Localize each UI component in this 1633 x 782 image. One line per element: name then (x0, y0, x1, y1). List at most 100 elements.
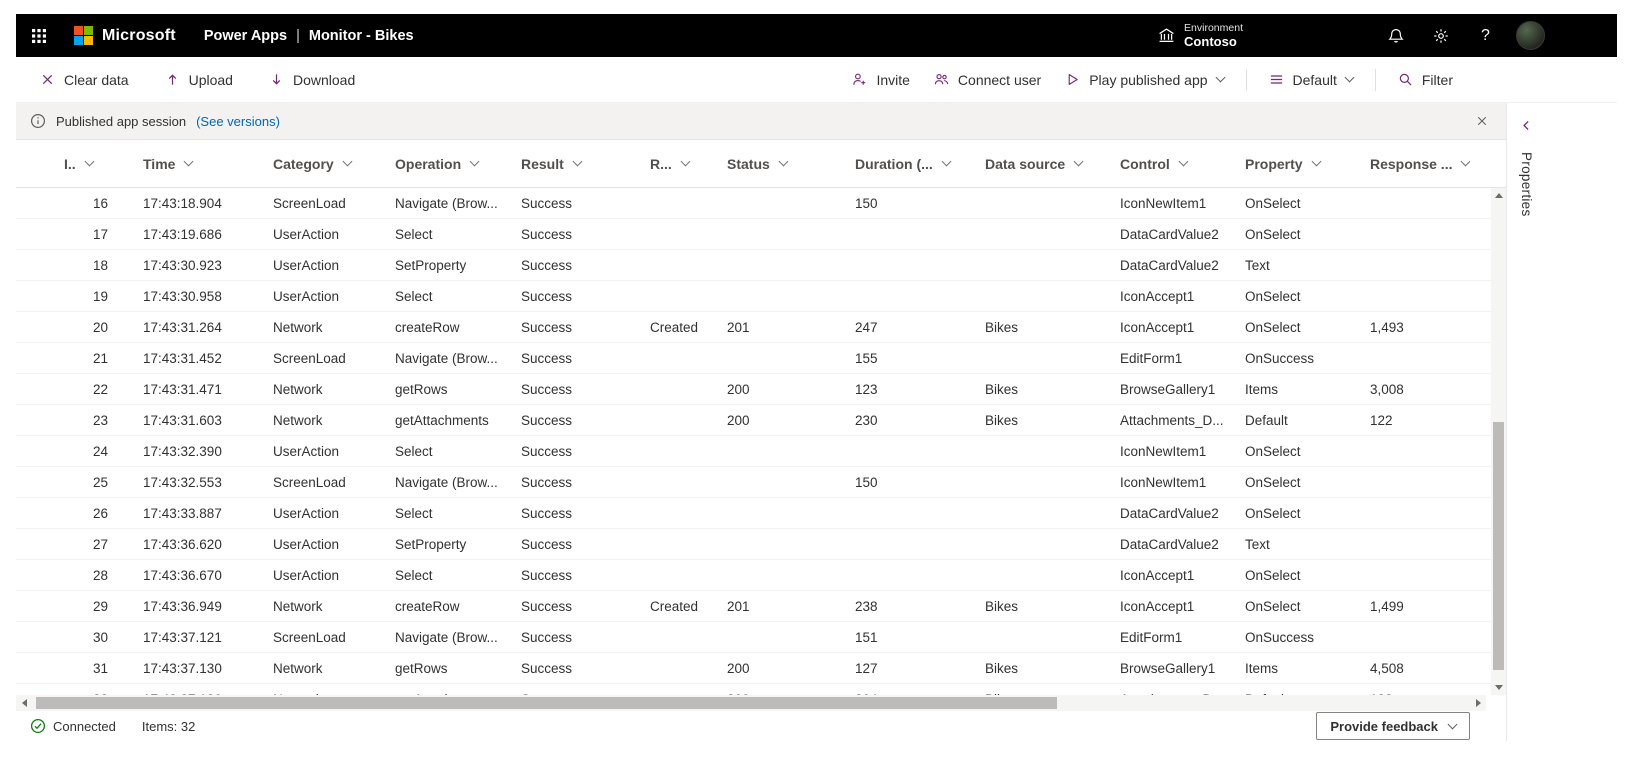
upload-button[interactable]: Upload (155, 65, 243, 95)
cell-duration: 155 (855, 350, 878, 366)
table-row[interactable]: 30 17:43:37.121 ScreenLoad Navigate (Brow..… (16, 622, 1491, 653)
vertical-scroll-thumb[interactable] (1493, 422, 1504, 671)
cell-duration: 151 (855, 629, 878, 645)
chevron-down-icon[interactable] (342, 156, 353, 167)
cell-result: Success (521, 226, 573, 242)
column-header-category[interactable]: Category (273, 156, 395, 172)
list-icon (1269, 72, 1284, 87)
chevron-down-icon[interactable] (1178, 156, 1189, 167)
cell-property: OnSelect (1245, 226, 1301, 242)
table-row[interactable]: 21 17:43:31.452 ScreenLoad Navigate (Brow..… (16, 343, 1491, 374)
column-header-operation[interactable]: Operation (395, 156, 521, 172)
filter-button[interactable]: Filter (1388, 65, 1463, 95)
cell-property: Text (1245, 536, 1270, 552)
column-label: Property (1245, 155, 1303, 172)
chevron-down-icon[interactable] (469, 156, 480, 167)
vertical-scroll-track[interactable] (1491, 203, 1506, 680)
table-row[interactable]: 24 17:43:32.390 UserAction Select Success Ico… (16, 436, 1491, 467)
scroll-right-button[interactable] (1470, 695, 1486, 711)
column-header-control[interactable]: Control (1120, 156, 1245, 172)
horizontal-scroll-track[interactable] (32, 695, 1470, 711)
table-row[interactable]: 31 17:43:37.130 Network getRows Success 200 12… (16, 653, 1491, 684)
provide-feedback-button[interactable]: Provide feedback (1316, 712, 1470, 740)
cell-status: 201 (727, 319, 750, 335)
invite-button[interactable]: Invite (842, 65, 919, 95)
cell-response: 3,008 (1370, 381, 1404, 397)
horizontal-scroll-thumb[interactable] (36, 697, 1057, 709)
cell-property: OnSelect (1245, 195, 1301, 211)
chevron-down-icon[interactable] (1461, 156, 1470, 167)
cell-property: Default (1245, 692, 1370, 696)
cell-control: DataCardValue2 (1120, 226, 1219, 242)
column-header-property[interactable]: Property (1245, 156, 1370, 172)
table-row[interactable]: 20 17:43:31.264 Network createRow Success Cre… (16, 312, 1491, 343)
column-header-result_info[interactable]: R... (650, 156, 727, 172)
scroll-up-button[interactable] (1491, 188, 1506, 203)
table-row[interactable]: 3217:43:37.189NetworkgetAttachmentsSucce… (16, 684, 1491, 696)
vertical-scrollbar[interactable] (1491, 188, 1506, 695)
cell-property: Items (1245, 381, 1279, 397)
scroll-left-button[interactable] (16, 695, 32, 711)
column-header-status[interactable]: Status (727, 156, 855, 172)
chevron-down-icon[interactable] (680, 156, 691, 167)
expand-properties-button[interactable] (1516, 115, 1537, 136)
chevron-down-icon[interactable] (778, 156, 789, 167)
environment-picker[interactable]: Environment Contoso (1146, 14, 1255, 57)
table-row[interactable]: 18 17:43:30.923 UserAction SetProperty Succe… (16, 250, 1491, 281)
default-view-button[interactable]: Default (1259, 65, 1363, 95)
cell-category: Network (273, 381, 323, 397)
table-row[interactable]: 22 17:43:31.471 Network getRows Success 200 12… (16, 374, 1491, 405)
connect-user-button[interactable]: Connect user (924, 65, 1051, 95)
table-row[interactable]: 19 17:43:30.958 UserAction Select Success Ico… (16, 281, 1491, 312)
notifications-button[interactable] (1373, 14, 1418, 57)
play-published-app-button[interactable]: Play published app (1055, 65, 1233, 95)
download-button[interactable]: Download (259, 65, 365, 95)
table-row[interactable]: 28 17:43:36.670 UserAction Select Success Ico… (16, 560, 1491, 591)
properties-panel-title: Properties (1519, 152, 1534, 217)
chevron-down-icon[interactable] (941, 156, 952, 167)
main-region: Published app session (See versions) I..… (16, 103, 1506, 741)
table-row[interactable]: 25 17:43:32.553 ScreenLoad Navigate (Brow..… (16, 467, 1491, 498)
table-row[interactable]: 23 17:43:31.603 Network getAttachments Succe… (16, 405, 1491, 436)
microsoft-logo[interactable]: Microsoft (74, 26, 176, 45)
chevron-down-icon[interactable] (1311, 156, 1322, 167)
connect-user-icon (934, 72, 949, 87)
column-header-time[interactable]: Time (143, 156, 273, 172)
see-versions-link[interactable]: (See versions) (196, 113, 280, 129)
cell-control: IconAccept1 (1120, 567, 1195, 583)
column-header-response[interactable]: Response ... (1370, 156, 1470, 172)
filter-icon (1398, 72, 1413, 87)
horizontal-scrollbar[interactable] (16, 695, 1486, 711)
scroll-down-button[interactable] (1491, 680, 1506, 695)
upload-label: Upload (188, 71, 233, 88)
app-launcher-button[interactable] (16, 14, 62, 57)
chevron-down-icon[interactable] (572, 156, 583, 167)
cell-category: UserAction (273, 443, 340, 459)
clear-data-button[interactable]: Clear data (30, 65, 139, 95)
help-button[interactable]: ? (1463, 14, 1508, 57)
chevron-down-icon[interactable] (183, 156, 194, 167)
help-icon: ? (1481, 26, 1490, 44)
table-row[interactable]: 17 17:43:19.686 UserAction Select Success Dat… (16, 219, 1491, 250)
cell-status: 200 (727, 660, 750, 676)
page-title: Monitor - Bikes (308, 27, 414, 44)
column-header-data_source[interactable]: Data source (985, 156, 1120, 172)
table-row[interactable]: 27 17:43:36.620 UserAction SetProperty Succe… (16, 529, 1491, 560)
table-row[interactable]: 16 17:43:18.904 ScreenLoad Navigate (Brow..… (16, 188, 1491, 219)
cell-duration: 204 (855, 692, 985, 696)
chevron-down-icon[interactable] (84, 156, 95, 167)
toolbar-divider (1245, 68, 1247, 91)
chevron-down-icon[interactable] (1073, 156, 1084, 167)
avatar[interactable] (1516, 21, 1545, 50)
column-header-result[interactable]: Result (521, 156, 650, 172)
settings-button[interactable] (1418, 14, 1463, 57)
cell-response: 1,493 (1370, 319, 1404, 335)
table-row[interactable]: 26 17:43:33.887 UserAction Select Success Dat… (16, 498, 1491, 529)
cell-time: 17:43:30.958 (143, 288, 222, 304)
table-row[interactable]: 29 17:43:36.949 Network createRow Success Cre… (16, 591, 1491, 622)
connected-label: Connected (53, 718, 116, 734)
message-bar-close-button[interactable] (1472, 111, 1492, 131)
cell-duration: 150 (855, 195, 878, 211)
column-header-id[interactable]: I.. (64, 156, 143, 172)
column-header-duration[interactable]: Duration (... (855, 156, 985, 172)
